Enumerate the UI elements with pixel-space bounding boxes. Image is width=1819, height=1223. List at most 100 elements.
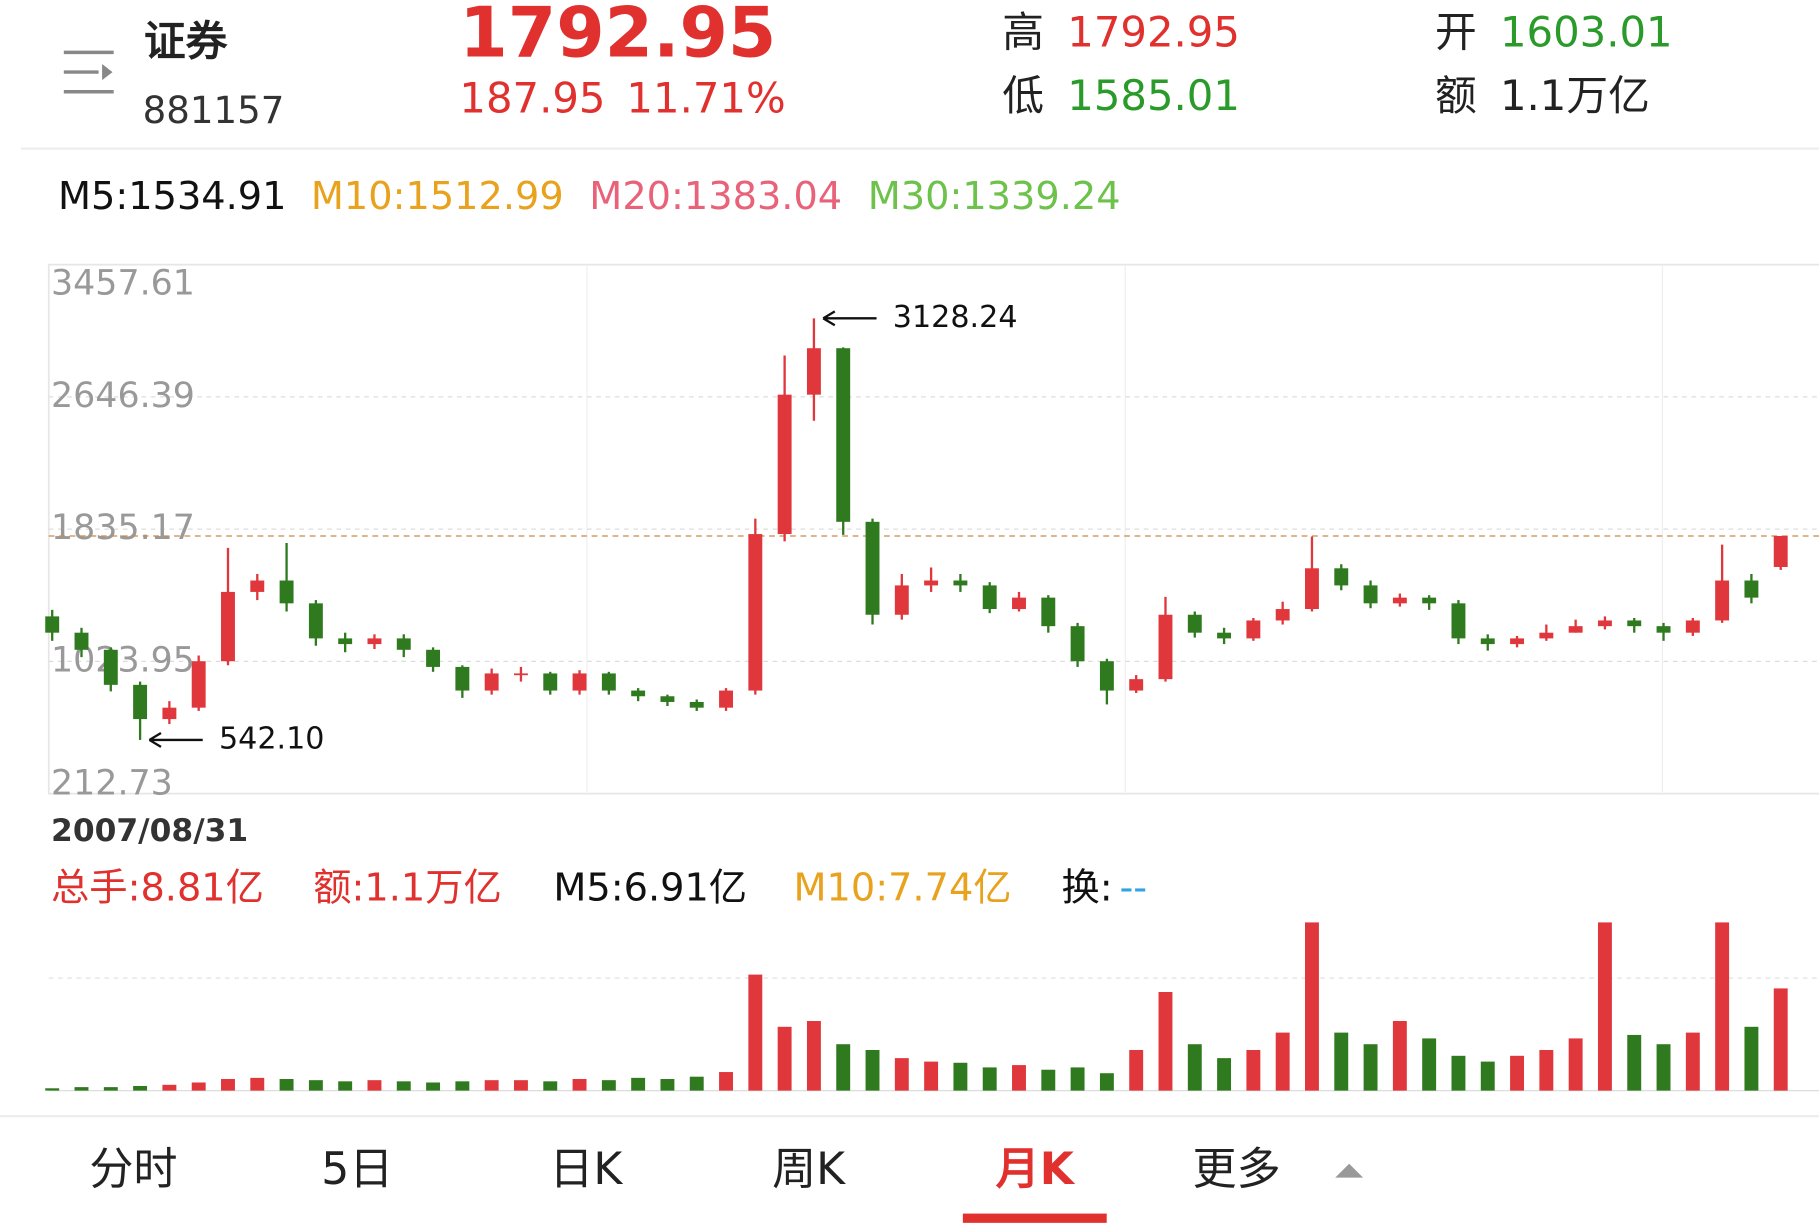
y-tick-label: 1023.95 xyxy=(51,640,195,680)
tab[interactable]: 5日 xyxy=(321,1144,393,1195)
amount-value: 1.1万亿 xyxy=(1500,71,1650,120)
amount-label: 额 xyxy=(1435,71,1477,120)
low-value: 1585.01 xyxy=(1067,71,1240,120)
volume-bar xyxy=(221,1079,235,1091)
candle-body xyxy=(1334,568,1349,586)
menu-arrow xyxy=(102,63,113,81)
candle-body xyxy=(1422,597,1437,604)
y-tick-label: 212.73 xyxy=(51,763,173,803)
tab[interactable]: 更多 xyxy=(1193,1144,1281,1195)
volume-bar xyxy=(1217,1058,1232,1091)
change-pct: 11.71% xyxy=(626,74,785,123)
y-tick-label: 1835.17 xyxy=(51,508,195,548)
volume-bar xyxy=(1012,1065,1026,1091)
tab[interactable]: 分时 xyxy=(89,1144,177,1195)
volume-bar xyxy=(1246,1050,1261,1091)
volume-bar xyxy=(279,1079,294,1091)
volume-bar xyxy=(1392,1021,1407,1091)
tab[interactable]: 日K xyxy=(549,1144,623,1195)
y-tick-label: 3457.61 xyxy=(51,263,195,303)
candle-body xyxy=(513,673,528,676)
annotation-label: 3128.24 xyxy=(893,300,1018,335)
stock-name: 证券 xyxy=(144,17,229,66)
volume-bar xyxy=(601,1080,616,1091)
volume-bar xyxy=(806,1021,821,1091)
change: 187.95 xyxy=(459,74,605,123)
candle-body xyxy=(1070,626,1085,662)
volume-legend: 额:1.1万亿 xyxy=(313,865,502,910)
volume-bar xyxy=(1656,1044,1671,1091)
tab-bar: 分时 5日 日K 周K 月K 更多 xyxy=(89,1144,1281,1223)
volume-bar xyxy=(1773,988,1788,1091)
candle-body xyxy=(1685,620,1700,633)
candle-body xyxy=(953,580,968,586)
candle-body xyxy=(719,690,733,708)
volume-bar xyxy=(660,1079,675,1091)
price: 1792.95 xyxy=(459,0,776,73)
volume-bar xyxy=(1451,1055,1466,1091)
volume-bar xyxy=(1363,1044,1378,1091)
volume-bar xyxy=(865,1050,880,1091)
volume-bar xyxy=(1422,1038,1437,1091)
candle-body xyxy=(1217,632,1232,639)
candle-body xyxy=(1744,580,1759,598)
volume-bar xyxy=(543,1081,558,1091)
volume-bar xyxy=(455,1081,470,1091)
candle-body xyxy=(45,616,60,633)
volume-bar xyxy=(777,1026,792,1091)
volume-bar xyxy=(836,1044,851,1091)
menu-icon[interactable] xyxy=(63,50,114,94)
more-triangle[interactable] xyxy=(1335,1163,1364,1178)
volume-legend: 换: xyxy=(1061,865,1112,910)
candle-body xyxy=(1539,632,1554,639)
volume-bar xyxy=(982,1067,997,1091)
volume-bar xyxy=(1685,1032,1700,1091)
volume-bar xyxy=(1744,1026,1759,1091)
candle-body xyxy=(426,649,441,667)
candle-body xyxy=(367,638,382,645)
candle-body xyxy=(1041,597,1056,627)
volume-bar xyxy=(191,1082,206,1091)
volume-bar xyxy=(103,1087,118,1091)
candle-body xyxy=(1568,626,1583,633)
candle-body xyxy=(1187,614,1202,633)
candle-body xyxy=(484,673,499,691)
volume-bar xyxy=(133,1085,148,1091)
candle-body xyxy=(1099,661,1114,691)
tab[interactable]: 周K xyxy=(772,1144,846,1195)
volume-bar xyxy=(572,1079,587,1091)
candle-body xyxy=(396,638,411,650)
volume-bar xyxy=(748,974,763,1091)
volume-bar xyxy=(1099,1073,1114,1091)
volume-bar xyxy=(1539,1050,1554,1091)
candle-body xyxy=(250,580,265,592)
volume-legend: M5:6.91亿 xyxy=(553,865,747,910)
volume-bar xyxy=(1041,1069,1056,1091)
candle-body xyxy=(1275,609,1290,621)
ma-legend: M20:1383.04 xyxy=(589,174,842,219)
candle-body xyxy=(133,684,148,720)
candle-body xyxy=(572,673,587,691)
candle-body xyxy=(660,696,675,702)
candle-body xyxy=(1480,638,1495,645)
candle-body xyxy=(1451,603,1466,639)
volume-bar xyxy=(74,1087,89,1091)
candle-body xyxy=(1597,620,1612,627)
volume-bar xyxy=(719,1072,733,1091)
candle-body xyxy=(1305,568,1319,610)
tab-underline xyxy=(962,1213,1107,1223)
volume-bar xyxy=(1334,1032,1349,1091)
candle-body xyxy=(1246,620,1261,639)
open-label: 开 xyxy=(1435,7,1477,56)
candle-body xyxy=(748,534,763,691)
candle-body xyxy=(631,690,646,697)
volume-bar xyxy=(338,1081,353,1091)
high-label: 高 xyxy=(1002,7,1044,56)
volume-bar xyxy=(513,1080,528,1091)
candle-body xyxy=(279,580,294,604)
open-value: 1603.01 xyxy=(1500,7,1673,56)
volume-bar xyxy=(1187,1044,1202,1091)
candle-body xyxy=(806,348,821,395)
tab[interactable]: 月K xyxy=(996,1144,1076,1195)
